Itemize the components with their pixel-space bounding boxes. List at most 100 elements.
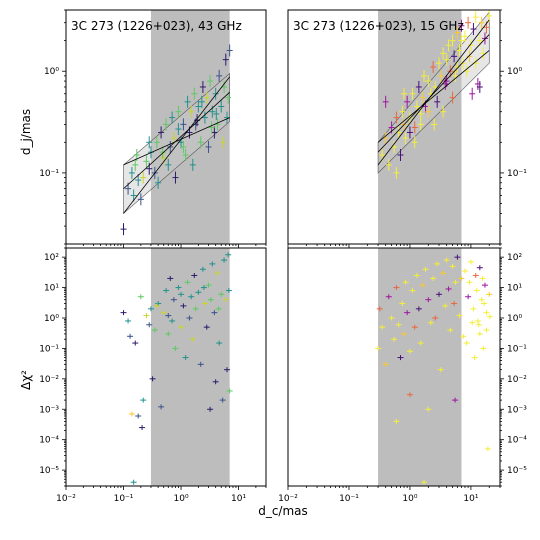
data-point-3-54	[486, 291, 493, 297]
data-point-3-0	[375, 345, 382, 351]
ylabel-top: d_j/mas	[19, 109, 33, 155]
panel-1-plot	[377, 10, 493, 244]
data-point-0-25	[184, 95, 191, 108]
fit-line-1-2	[377, 50, 490, 143]
data-point-1-23	[430, 61, 437, 74]
ytick-label-2-5: 10⁰	[44, 314, 59, 324]
data-point-1-18	[419, 91, 426, 104]
data-point-0-46	[222, 53, 229, 66]
data-point-0-3	[132, 158, 139, 171]
data-point-3-46	[472, 272, 479, 278]
data-point-2-28	[184, 279, 191, 285]
data-point-2-51	[225, 252, 232, 258]
data-point-2-56	[153, 303, 160, 309]
xtick-label-2-2: 10⁰	[174, 494, 189, 504]
panel-title-0: 3C 273 (1226+023), 43 GHz	[71, 19, 242, 33]
data-point-2-49	[222, 297, 229, 303]
data-point-3-53	[484, 446, 491, 452]
data-point-2-17	[160, 310, 167, 316]
data-point-1-17	[417, 107, 424, 120]
data-point-1-21	[425, 75, 432, 88]
data-point-2-3	[128, 411, 135, 417]
data-point-3-65	[425, 406, 432, 412]
panel-1-ticks: 10⁻¹ 10⁰	[287, 9, 527, 248]
data-point-0-41	[214, 118, 221, 131]
data-point-1-53	[411, 136, 418, 149]
ytick-label-3-4: 10⁻¹	[507, 344, 527, 354]
data-point-0-51	[180, 140, 187, 153]
data-point-2-0	[120, 310, 127, 316]
xtick-label-3-0: 10⁻²	[278, 494, 298, 504]
data-point-1-37	[456, 44, 463, 57]
data-point-2-42	[211, 310, 218, 316]
data-point-1-43	[470, 23, 477, 36]
data-point-3-7	[393, 285, 400, 291]
confidence-band-0	[123, 72, 230, 215]
data-point-3-8	[395, 322, 402, 328]
data-point-2-9	[140, 397, 147, 403]
data-point-1-2	[385, 158, 392, 171]
data-point-0-40	[212, 87, 219, 100]
xtick-label-2-3: 10¹	[231, 494, 246, 504]
data-point-0-49	[226, 44, 233, 57]
data-point-3-45	[470, 306, 477, 312]
ytick-label-3-7: 10²	[507, 253, 522, 263]
data-point-3-44	[467, 259, 474, 265]
xtick-label-2-1: 10⁻¹	[114, 494, 134, 504]
data-point-2-24	[175, 285, 182, 291]
data-point-0-4	[135, 174, 142, 187]
ytick-label-1-0: 10⁻¹	[507, 169, 527, 179]
data-point-2-23	[172, 345, 179, 351]
shaded-region-2	[150, 248, 230, 486]
data-point-3-21	[420, 479, 427, 485]
data-point-2-20	[167, 275, 174, 281]
panel-top-left: 10⁻¹ 10⁰ 3C 273 (1226+023), 43 GHz	[39, 9, 267, 248]
data-point-1-67	[466, 50, 473, 63]
ytick-label-3-5: 10⁰	[507, 314, 522, 324]
panel-2-frame	[65, 247, 267, 487]
data-point-0-17	[167, 140, 174, 153]
data-point-0-12	[155, 176, 162, 189]
ytick-label-2-4: 10⁻¹	[39, 344, 59, 354]
data-point-3-69	[463, 340, 470, 346]
data-point-1-19	[420, 69, 427, 82]
data-point-2-34	[195, 289, 202, 295]
panel-title-1: 3C 273 (1226+023), 15 GHz	[293, 19, 464, 33]
fit-line-1-0	[377, 19, 490, 166]
data-point-2-44	[214, 270, 221, 276]
data-point-2-54	[200, 285, 207, 291]
data-point-0-31	[195, 100, 202, 113]
data-point-2-59	[215, 306, 222, 312]
data-point-1-5	[393, 111, 400, 124]
data-point-2-41	[209, 261, 216, 267]
panel-bottom-right: 10⁻⁵ 10⁻⁴ 10⁻³ 10⁻² 10⁻¹ 10⁰ 10¹ 10² 10⁻² 10⁻¹ 10⁰…	[278, 247, 527, 504]
data-point-1-39	[460, 57, 467, 70]
data-point-3-34	[447, 327, 454, 333]
data-point-2-52	[226, 388, 233, 394]
data-point-2-21	[169, 318, 176, 324]
data-point-2-16	[158, 404, 165, 410]
data-point-0-58	[146, 136, 153, 149]
data-point-3-67	[393, 418, 400, 424]
data-point-3-13	[404, 310, 411, 316]
data-point-1-44	[472, 11, 479, 24]
data-point-1-10	[402, 132, 409, 145]
data-point-3-19	[417, 340, 424, 346]
data-point-1-25	[434, 95, 441, 108]
data-point-2-15	[155, 300, 162, 306]
data-point-1-27	[437, 69, 444, 82]
data-point-3-22	[422, 266, 429, 272]
data-point-1-28	[440, 47, 447, 60]
data-point-3-31	[442, 303, 449, 309]
ytick-label-2-1: 10⁻⁴	[39, 436, 59, 446]
data-point-1-38	[458, 19, 465, 32]
data-point-3-38	[454, 254, 461, 260]
xtick-label-2-0: 10⁻²	[56, 494, 76, 504]
data-point-2-30	[188, 294, 195, 300]
fit-line-0-1	[123, 92, 230, 189]
data-point-2-11	[146, 322, 153, 328]
ytick-label-2-2: 10⁻³	[39, 405, 59, 415]
data-point-0-35	[203, 91, 210, 104]
data-point-2-39	[205, 282, 212, 288]
